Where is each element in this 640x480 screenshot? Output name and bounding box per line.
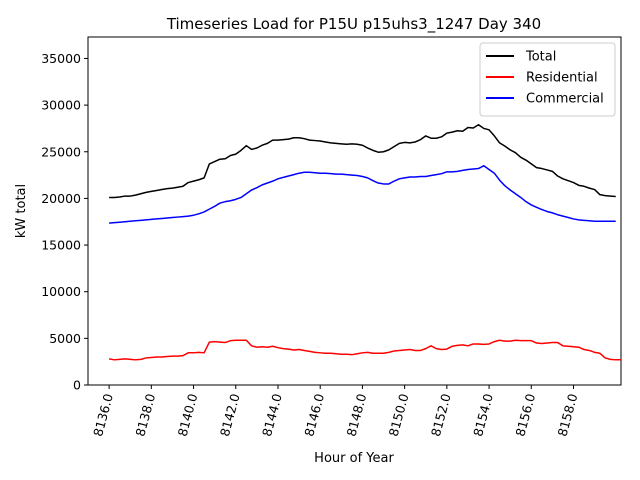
series-line-total	[109, 123, 616, 199]
y-axis-label: kW total	[14, 184, 29, 238]
legend-label-total: Total	[525, 50, 556, 65]
legend-label-commercial: Commercial	[526, 92, 604, 107]
x-axis: 8136.0 8138.0 8140.0 8142.0 8144.0 8146.0 8148…	[90, 385, 580, 438]
x-tick-label: 8152.0	[428, 392, 454, 438]
x-tick-label: 8154.0	[470, 392, 496, 438]
legend-label-residential: Residential	[526, 71, 598, 86]
x-tick-label: 8150.0	[386, 392, 412, 438]
series-line-residential	[108, 339, 621, 361]
y-tick-label: 35000	[41, 51, 81, 66]
x-tick-label: 8146.0	[301, 392, 327, 438]
series-line-commercial	[109, 165, 616, 224]
y-tick-label: 30000	[41, 98, 81, 113]
x-tick-label: 8158.0	[555, 392, 581, 438]
x-tick-label: 8142.0	[217, 392, 243, 438]
legend: Total Residential Commercial	[479, 42, 616, 117]
y-tick-label: 25000	[41, 144, 81, 159]
x-tick-label: 8136.0	[90, 392, 116, 438]
x-tick-label: 8140.0	[175, 392, 201, 438]
y-tick-label: 0	[73, 378, 81, 393]
x-tick-label: 8138.0	[132, 392, 158, 438]
plot-frame	[87, 36, 622, 386]
x-axis-label: Hour of Year	[314, 451, 394, 466]
y-tick-label: 5000	[49, 331, 81, 346]
plot-area	[87, 36, 622, 386]
x-tick-label: 8156.0	[512, 392, 538, 438]
y-tick-label: 10000	[41, 284, 81, 299]
y-tick-label: 15000	[41, 238, 81, 253]
y-axis: 0 5000 10000 15000 20000 25000 30000 35000	[41, 51, 88, 393]
series-lines	[108, 123, 621, 361]
y-tick-label: 20000	[41, 191, 81, 206]
x-tick-label: 8144.0	[259, 392, 285, 438]
chart-title: Timeseries Load for P15U p15uhs3_1247 Da…	[166, 15, 541, 34]
x-tick-label: 8148.0	[344, 392, 370, 438]
